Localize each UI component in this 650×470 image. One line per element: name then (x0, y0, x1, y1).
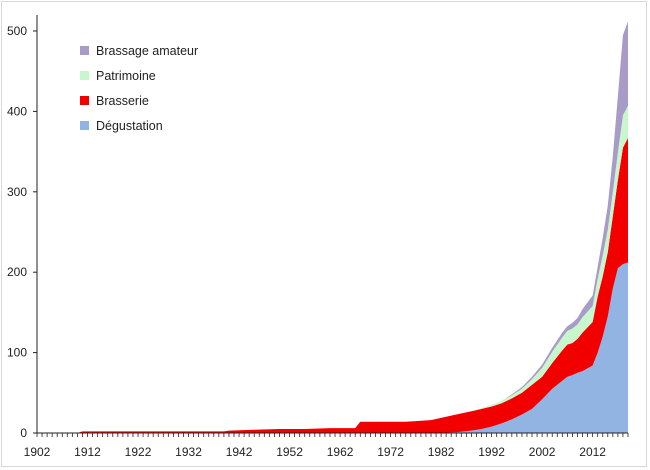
x-tick-label: 1902 (24, 445, 51, 459)
legend-swatch (80, 96, 89, 105)
y-tick-label: 300 (7, 185, 27, 199)
legend-swatch (80, 46, 89, 55)
x-tick-label: 1992 (478, 445, 505, 459)
y-tick-label: 200 (7, 265, 27, 279)
x-tick-label: 2002 (529, 445, 556, 459)
x-tick-label: 1972 (377, 445, 404, 459)
x-tick-label: 1952 (276, 445, 303, 459)
y-tick-label: 500 (7, 24, 27, 38)
axes: 0 100 200 300 400 500 1902 1912 1922 1932 1942 1952… (7, 15, 629, 459)
area-degustation (37, 262, 628, 433)
area-layers (37, 21, 628, 434)
x-tick-label: 1912 (74, 445, 101, 459)
y-tick-label: 400 (7, 104, 27, 118)
legend-label: Dégustation (96, 119, 163, 133)
legend-label: Patrimoine (96, 69, 156, 83)
x-tick-label: 1922 (125, 445, 152, 459)
x-tick-label: 1932 (175, 445, 202, 459)
legend-label: Brasserie (96, 94, 149, 108)
legend-swatch (80, 71, 89, 80)
y-tick-label: 100 (7, 346, 27, 360)
x-tick-label: 1962 (327, 445, 354, 459)
area-brasserie (37, 137, 628, 433)
x-tick-label: 2012 (579, 445, 606, 459)
x-tick-label: 1942 (226, 445, 253, 459)
legend-label: Brassage amateur (96, 44, 198, 58)
legend: Brassage amateur Patrimoine Brasserie Dégus… (80, 44, 198, 133)
x-tick-label: 1982 (428, 445, 455, 459)
y-tick-label: 0 (20, 426, 27, 440)
legend-swatch (80, 121, 89, 130)
